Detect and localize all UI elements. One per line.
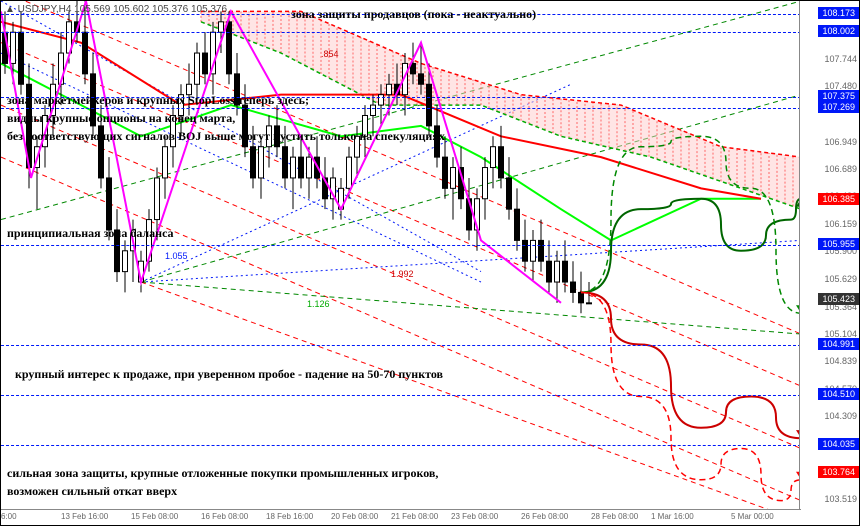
horizontal-level xyxy=(1,108,801,109)
x-tick-label: 6:00 xyxy=(1,512,17,521)
x-tick-label: 13 Feb 16:00 xyxy=(61,512,108,521)
price-tag: 108.173 xyxy=(818,7,859,19)
overlay-layer xyxy=(1,1,801,511)
annotation-text: зона защиты продавцов (пока - неактуальн… xyxy=(291,7,536,22)
y-tick-label: 104.309 xyxy=(824,411,857,421)
price-tag: 104.991 xyxy=(818,338,859,350)
y-tick-label: 106.159 xyxy=(824,219,857,229)
annotation-text: сильная зона защиты, крупные отложенные … xyxy=(7,466,438,481)
chart-title: ▲ USDJPY,H4 105.569 105.602 105.376 105.… xyxy=(5,4,227,15)
price-tag: 105.423 xyxy=(818,293,859,305)
horizontal-level xyxy=(1,245,801,246)
price-tag: 108.002 xyxy=(818,25,859,37)
x-axis: 6:00 13 Feb 16:00 15 Feb 08:00 16 Feb 08:00… xyxy=(1,509,801,525)
y-tick-label: 104.839 xyxy=(824,356,857,366)
y-tick-label: 106.949 xyxy=(824,137,857,147)
y-tick-label: 106.689 xyxy=(824,164,857,174)
y-tick-label: 105.629 xyxy=(824,274,857,284)
price-tag: 104.510 xyxy=(818,388,859,400)
fib-label: .854 xyxy=(321,49,339,59)
y-tick-label: 105.104 xyxy=(824,329,857,339)
x-tick-label: 26 Feb 08:00 xyxy=(521,512,568,521)
horizontal-level xyxy=(1,32,801,33)
x-tick-label: 16 Feb 08:00 xyxy=(201,512,248,521)
forex-chart: ▲ USDJPY,H4 105.569 105.602 105.376 105.… xyxy=(0,0,860,526)
fib-label: 1.126 xyxy=(307,299,330,309)
price-tag: 106.385 xyxy=(818,193,859,205)
fib-label: 1.055 xyxy=(165,251,188,261)
y-axis: 107.744107.480106.949106.689106.430106.1… xyxy=(799,1,859,511)
horizontal-level xyxy=(1,445,801,446)
x-tick-label: 20 Feb 08:00 xyxy=(331,512,378,521)
x-tick-label: 18 Feb 16:00 xyxy=(266,512,313,521)
y-tick-label: 103.519 xyxy=(824,494,857,504)
annotation-text: без соответствующих сигналов BOJ выше мо… xyxy=(7,129,445,144)
price-tag: 107.269 xyxy=(818,101,859,113)
price-tag: 103.764 xyxy=(818,466,859,478)
x-tick-label: 5 Mar 00:00 xyxy=(731,512,774,521)
horizontal-level xyxy=(1,345,801,346)
annotation-text: видны крупные опционы на конец марта, xyxy=(7,111,235,126)
x-tick-label: 23 Feb 08:00 xyxy=(451,512,498,521)
annotation-text: возможен сильный откат вверх xyxy=(7,484,177,499)
x-tick-label: 21 Feb 08:00 xyxy=(391,512,438,521)
horizontal-level xyxy=(1,395,801,396)
annotation-text: крупный интерес к продаже, при уверенном… xyxy=(15,367,443,382)
price-tag: 105.955 xyxy=(818,238,859,250)
price-tag: 104.035 xyxy=(818,438,859,450)
x-tick-label: 1 Mar 16:00 xyxy=(651,512,694,521)
fib-label: 1.992 xyxy=(391,269,414,279)
x-tick-label: 28 Feb 08:00 xyxy=(591,512,638,521)
x-tick-label: 15 Feb 08:00 xyxy=(131,512,178,521)
plot-area[interactable]: зона защиты продавцов (пока - неактуальн… xyxy=(1,1,801,511)
annotation-text: принципиальная зона баланса xyxy=(7,226,174,241)
y-tick-label: 107.744 xyxy=(824,54,857,64)
annotation-text: зона маркетмейкеров и крупных StopLoss т… xyxy=(7,93,309,108)
